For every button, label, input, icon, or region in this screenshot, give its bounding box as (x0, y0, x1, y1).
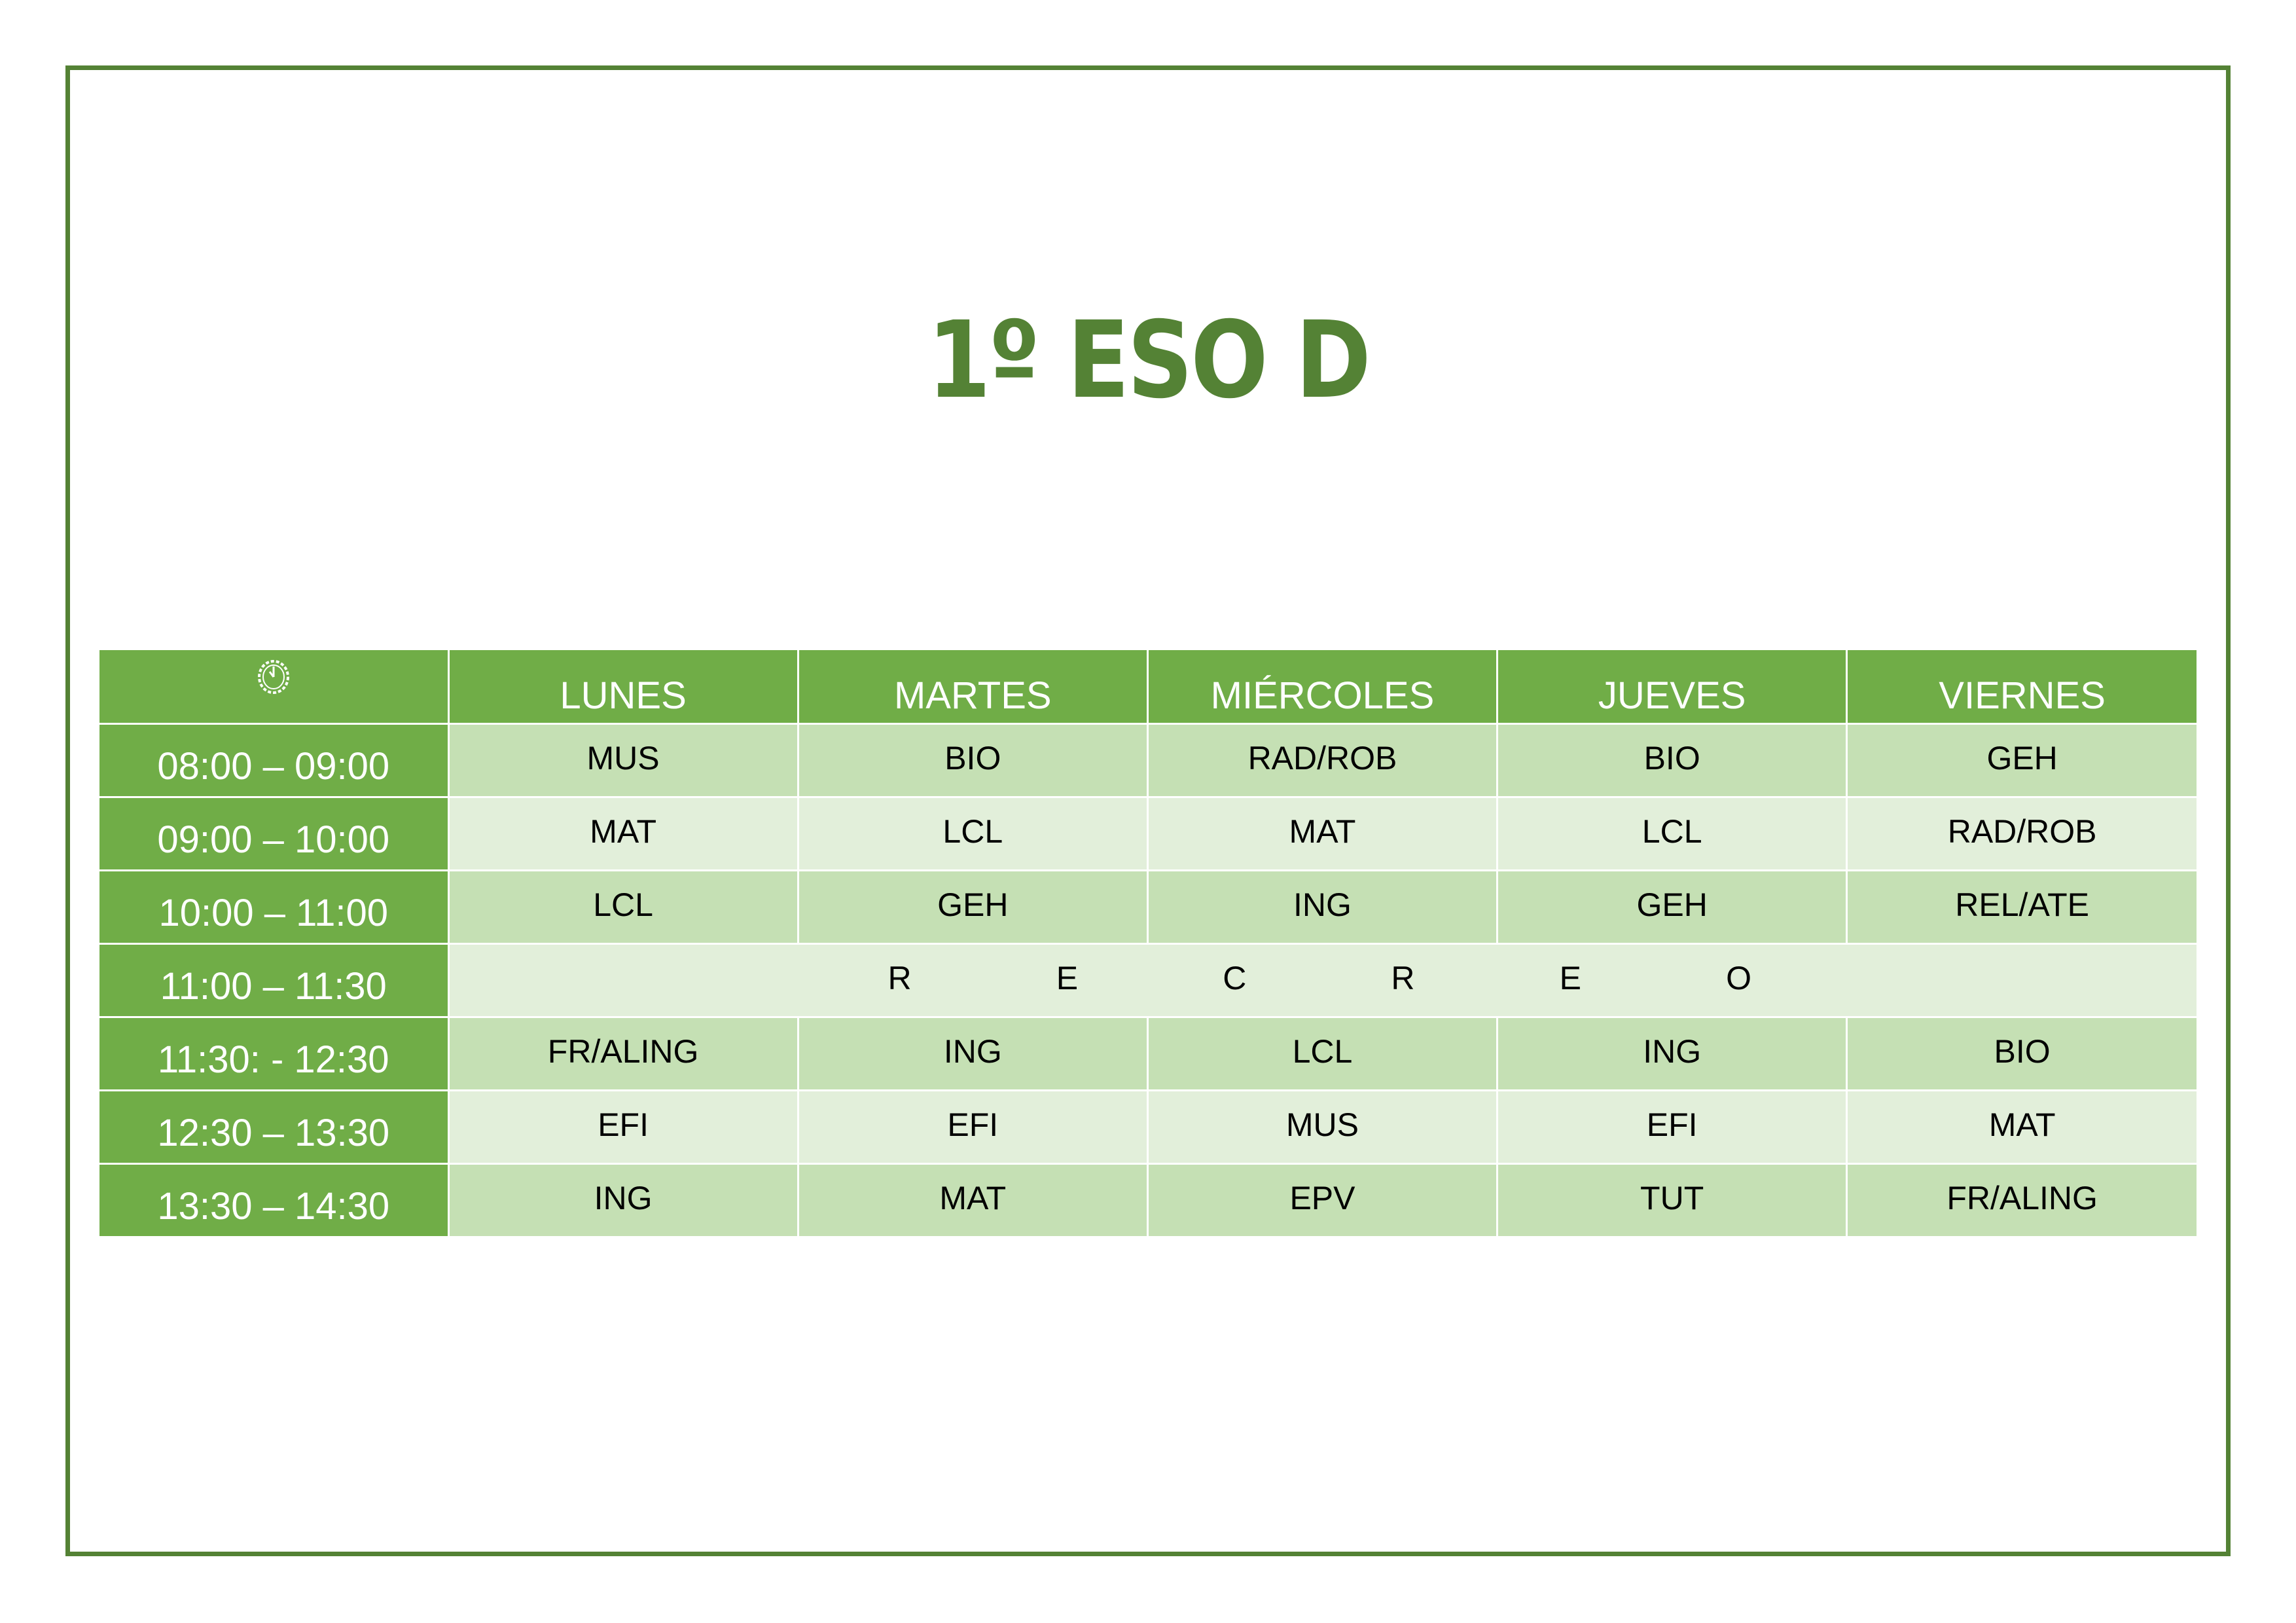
subject-cell: REL/ATE (1846, 869, 2197, 945)
day-header-viernes: VIERNES (1846, 650, 2197, 725)
subject-cell: EPV (1146, 1162, 1499, 1238)
recreo-letter: R (1391, 959, 1415, 996)
table-row: 11:30: - 12:30 FR/ALING ING LCL ING BIO (99, 1015, 2197, 1091)
subject-cell: MUS (1146, 1089, 1499, 1165)
table-row: 08:00 – 09:00 MUS BIO RAD/ROB BIO GEH (99, 722, 2197, 798)
subject-cell: FR/ALING (1846, 1162, 2197, 1238)
table-row: 09:00 – 10:00 MAT LCL MAT LCL RAD/ROB (99, 795, 2197, 871)
page-title: 1º ESO D (927, 299, 1371, 422)
subject-cell: MAT (1846, 1089, 2197, 1165)
subject-cell: EFI (797, 1089, 1149, 1165)
recreo-letter: E (1559, 959, 1581, 996)
subject-cell: EFI (1496, 1089, 1848, 1165)
subject-cell: BIO (1846, 1015, 2197, 1091)
day-header-martes: MARTES (797, 650, 1149, 725)
subject-cell: BIO (1496, 722, 1848, 798)
subject-cell: RAD/ROB (1146, 722, 1499, 798)
time-slot: 09:00 – 10:00 (99, 795, 450, 871)
subject-cell: FR/ALING (447, 1015, 799, 1091)
subject-cell: ING (797, 1015, 1149, 1091)
subject-cell: GEH (1496, 869, 1848, 945)
subject-cell: ING (1496, 1015, 1848, 1091)
subject-cell: ING (1146, 869, 1499, 945)
day-header-lunes: LUNES (447, 650, 799, 725)
subject-cell: LCL (447, 869, 799, 945)
subject-cell: GEH (1846, 722, 2197, 798)
table-row: 11:00 – 11:30 R E C R E O (99, 942, 2197, 1018)
subject-cell: MUS (447, 722, 799, 798)
subject-cell: TUT (1496, 1162, 1848, 1238)
subject-cell: EFI (447, 1089, 799, 1165)
title-reflection: 1º ESO D (0, 414, 2296, 453)
time-slot: 11:00 – 11:30 (99, 942, 450, 1018)
table-row: 13:30 – 14:30 ING MAT EPV TUT FR/ALING (99, 1162, 2197, 1238)
subject-cell: RAD/ROB (1846, 795, 2197, 871)
page-border (65, 65, 2231, 1556)
recreo-letter: R (888, 959, 912, 996)
timetable: LUNES MARTES MIÉRCOLES JUEVES VIERNES 08… (99, 650, 2197, 1238)
subject-cell: GEH (797, 869, 1149, 945)
recreo-letter: C (1223, 959, 1247, 996)
time-slot: 08:00 – 09:00 (99, 722, 450, 798)
time-slot: 11:30: - 12:30 (99, 1015, 450, 1091)
table-row: 10:00 – 11:00 LCL GEH ING GEH REL/ATE (99, 869, 2197, 945)
time-slot: 13:30 – 14:30 (99, 1162, 450, 1238)
subject-cell: BIO (797, 722, 1149, 798)
subject-cell: LCL (797, 795, 1149, 871)
day-header-jueves: JUEVES (1496, 650, 1848, 725)
time-slot: 10:00 – 11:00 (99, 869, 450, 945)
subject-cell: LCL (1496, 795, 1848, 871)
day-header-miercoles: MIÉRCOLES (1146, 650, 1499, 725)
subject-cell: MAT (1146, 795, 1499, 871)
time-slot: 12:30 – 13:30 (99, 1089, 450, 1165)
subject-cell: LCL (1146, 1015, 1499, 1091)
time-header (99, 650, 450, 725)
clock-icon (257, 660, 289, 695)
header-row: LUNES MARTES MIÉRCOLES JUEVES VIERNES (99, 650, 2197, 725)
recreo-letter: O (1726, 959, 1751, 996)
recreo-letter: E (1056, 959, 1079, 996)
subject-cell: MAT (797, 1162, 1149, 1238)
table-row: 12:30 – 13:30 EFI EFI MUS EFI MAT (99, 1089, 2197, 1165)
subject-cell: MAT (447, 795, 799, 871)
title-container: 1º ESO D (0, 308, 2296, 414)
subject-cell: ING (447, 1162, 799, 1238)
